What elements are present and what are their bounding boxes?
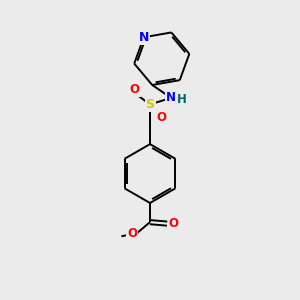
Text: H: H	[177, 93, 186, 106]
Text: N: N	[166, 92, 176, 104]
Text: O: O	[127, 227, 137, 240]
Text: O: O	[130, 83, 140, 96]
Text: S: S	[146, 98, 154, 111]
Text: N: N	[139, 31, 149, 44]
Text: O: O	[169, 217, 178, 230]
Text: O: O	[156, 110, 166, 124]
